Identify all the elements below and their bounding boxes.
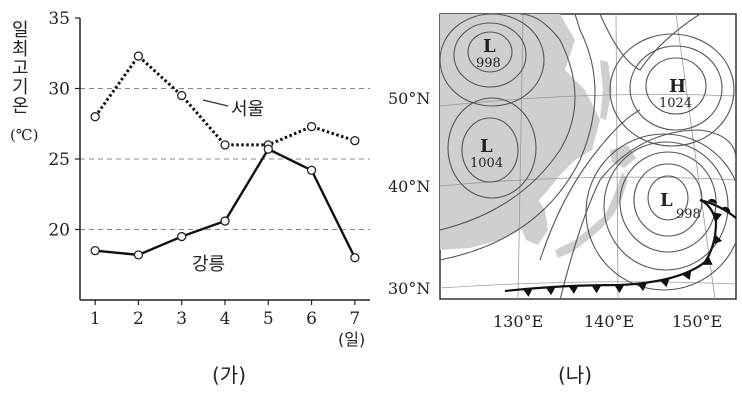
y-tick-label-25: 25 bbox=[48, 150, 70, 170]
cold-front-triangle bbox=[703, 256, 713, 265]
cold-front-triangle bbox=[568, 285, 579, 294]
svg-text:L: L bbox=[483, 36, 496, 57]
point-seoul-2 bbox=[133, 51, 144, 61]
point-gangneung-2 bbox=[133, 250, 144, 260]
land-mass-continent bbox=[440, 14, 600, 250]
cold-front-triangle bbox=[637, 282, 648, 292]
land-mass-korea bbox=[520, 195, 548, 245]
land-mass-sakhalin bbox=[600, 60, 612, 120]
x-tick-label-2: 2 bbox=[133, 309, 144, 329]
weather-map: L 998 H 1024 L 1004 L 998 50°N 40°N 30°N… bbox=[388, 13, 737, 387]
lon-label-130e: 130°E bbox=[493, 312, 543, 331]
series-layer bbox=[90, 51, 360, 263]
cold-front-triangle bbox=[659, 278, 670, 288]
lon-label-140e: 140°E bbox=[584, 312, 634, 331]
point-seoul-4 bbox=[220, 140, 230, 150]
svg-text:1004: 1004 bbox=[470, 156, 503, 171]
panel-label-na: (나) bbox=[558, 363, 592, 387]
x-tick-labels: 1 2 3 4 5 6 7 bbox=[90, 300, 360, 329]
svg-text:L: L bbox=[480, 136, 493, 157]
x-tick-label-4: 4 bbox=[220, 309, 231, 329]
x-axis-unit: (일) bbox=[338, 330, 365, 349]
point-gangneung-1 bbox=[90, 245, 100, 256]
lat-label-40n: 40°N bbox=[388, 177, 430, 196]
pressure-low-w: L 1004 bbox=[470, 136, 503, 171]
point-gangneung-6 bbox=[306, 165, 317, 175]
svg-text:998: 998 bbox=[476, 56, 501, 71]
cold-front-triangle bbox=[614, 284, 625, 293]
point-gangneung-3 bbox=[177, 231, 187, 242]
y-tick-label-30: 30 bbox=[48, 80, 70, 100]
land-mass-japan bbox=[555, 172, 628, 258]
point-gangneung-7 bbox=[350, 253, 360, 263]
point-seoul-1 bbox=[90, 112, 100, 122]
seoul-label-leader bbox=[202, 99, 229, 107]
y-tick-label-35: 35 bbox=[48, 9, 70, 29]
warm-front-symbols bbox=[708, 198, 731, 213]
gangneung-series-label: 강릉 bbox=[192, 254, 225, 275]
x-tick-label-1: 1 bbox=[90, 309, 101, 329]
series-line-seoul bbox=[93, 54, 356, 147]
cold-front-triangle bbox=[713, 234, 723, 245]
front-symbols bbox=[522, 212, 723, 297]
cold-front-triangle bbox=[682, 270, 692, 280]
x-tick-label-7: 7 bbox=[349, 309, 360, 329]
svg-text:998: 998 bbox=[676, 207, 701, 222]
lat-label-30n: 30°N bbox=[388, 279, 430, 298]
point-seoul-6 bbox=[306, 121, 317, 132]
series-line-gangneung bbox=[95, 147, 356, 259]
point-seoul-3 bbox=[177, 90, 187, 101]
cold-front-triangle bbox=[522, 288, 533, 297]
lat-label-50n: 50°N bbox=[388, 89, 430, 108]
point-gangneung-5 bbox=[263, 144, 273, 154]
y-axis-unit: (℃) bbox=[10, 126, 38, 144]
pressure-high: H 1024 bbox=[659, 76, 692, 111]
lon-label-150e: 150°E bbox=[672, 312, 722, 331]
pressure-low-nw: L 998 bbox=[476, 36, 501, 71]
cold-front-triangle bbox=[545, 286, 556, 296]
grid-lines bbox=[80, 88, 370, 230]
svg-text:L: L bbox=[660, 190, 673, 211]
warm-front bbox=[699, 198, 736, 219]
svg-text:1024: 1024 bbox=[659, 96, 692, 111]
pressure-low-e: L 998 bbox=[660, 190, 701, 222]
cold-front-triangle bbox=[712, 212, 723, 222]
cold-front-triangle bbox=[591, 285, 602, 294]
point-gangneung-4 bbox=[220, 216, 230, 226]
x-tick-label-3: 3 bbox=[176, 309, 187, 329]
isobars bbox=[440, 14, 736, 299]
svg-text:H: H bbox=[669, 76, 686, 97]
y-tick-label-20: 20 bbox=[48, 221, 70, 241]
y-tick-labels: 20 25 30 35 bbox=[48, 9, 80, 241]
point-seoul-7 bbox=[350, 136, 360, 146]
x-tick-label-5: 5 bbox=[263, 309, 274, 329]
panel-label-ga: (가) bbox=[212, 363, 246, 387]
x-tick-label-6: 6 bbox=[306, 309, 317, 329]
seoul-series-label: 서울 bbox=[231, 99, 264, 120]
